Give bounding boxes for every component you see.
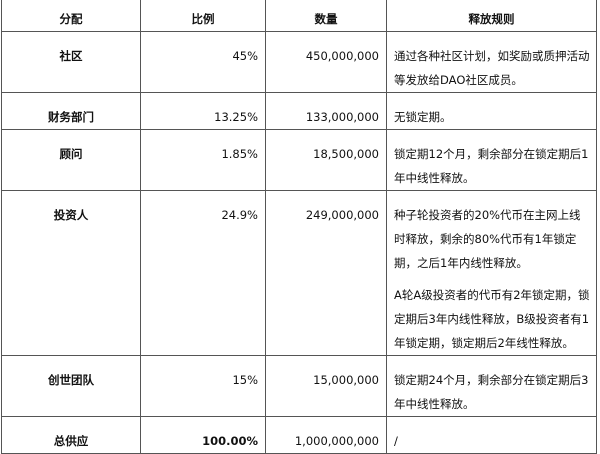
allocation-cell-text: 财务部门 — [48, 110, 94, 124]
allocation-cell: 投资人 — [1, 190, 141, 356]
table-row: 财务部门 13.25% 133,000,000 无锁定期。 — [1, 92, 597, 130]
rule-paragraph: 种子轮投资者的20%代币在主网上线 时释放，剩余的80%代币有1年锁定 期，之后1年… — [394, 203, 589, 275]
release-rule-cell: 种子轮投资者的20%代币在主网上线 时释放，剩余的80%代币有1年锁定 期，之后1年… — [386, 190, 597, 356]
rule-line: / — [394, 434, 398, 448]
ratio-cell-text: 1.85% — [221, 147, 258, 161]
ratio-cell-text: 45% — [232, 49, 258, 63]
amount-cell-text: 450,000,000 — [305, 49, 379, 63]
rule-line: 年中线性释放。 — [394, 397, 475, 411]
rule-line: 定期后3年内线性释放，B级投资者有1 — [394, 312, 590, 326]
rule-paragraph: / — [394, 429, 589, 453]
ratio-cell: 24.9% — [140, 190, 266, 356]
release-rule-cell: 锁定期24个月，剩余部分在锁定期后3 年中线性释放。 — [386, 355, 597, 417]
allocation-cell-text: 社区 — [59, 49, 83, 63]
rule-paragraph: A轮A级投资者的代币有2年锁定期，锁 定期后3年内线性释放，B级投资者有1 年锁定期… — [394, 283, 590, 355]
amount-cell-text: 18,500,000 — [313, 147, 379, 161]
allocation-cell-text: 创世团队 — [48, 373, 94, 387]
table-row: 社区 45% 450,000,000 通过各种社区计划，如奖励或质押活动 等发放给DAO… — [1, 31, 597, 93]
ratio-cell-text: 13.25% — [214, 110, 258, 124]
allocation-cell: 创世团队 — [1, 355, 141, 417]
allocation-cell-text: 顾问 — [59, 147, 83, 161]
table-row: 创世团队 15% 15,000,000 锁定期24个月，剩余部分在锁定期后3 年中线性释… — [1, 355, 597, 417]
allocation-cell-text: 总供应 — [53, 434, 89, 448]
release-rule-cell: 通过各种社区计划，如奖励或质押活动 等发放给DAO社区成员。 — [386, 31, 597, 93]
ratio-cell-text: 15% — [232, 373, 258, 387]
amount-cell: 18,500,000 — [265, 129, 387, 191]
header-ratio: 比例 — [140, 0, 266, 32]
rule-line: 种子轮投资者的20%代币在主网上线 — [394, 208, 581, 222]
table-row: 顾问 1.85% 18,500,000 锁定期12个月，剩余部分在锁定期后1 年中线性释… — [1, 129, 597, 191]
ratio-cell: 100.00% — [140, 416, 266, 454]
ratio-cell: 1.85% — [140, 129, 266, 191]
release-rule-cell: 无锁定期。 — [386, 92, 597, 130]
release-rule-cell: / — [386, 416, 597, 454]
header-label: 分配 — [59, 12, 83, 26]
ratio-cell-text: 24.9% — [221, 208, 258, 222]
allocation-cell: 社区 — [1, 31, 141, 93]
header-label: 比例 — [191, 12, 215, 26]
rule-line: 年中线性释放。 — [394, 171, 475, 185]
rule-line: 锁定期24个月，剩余部分在锁定期后3 — [394, 373, 589, 387]
rule-line: 通过各种社区计划，如奖励或质押活动 — [394, 49, 590, 63]
amount-cell: 249,000,000 — [265, 190, 387, 356]
rule-line: 等发放给DAO社区成员。 — [394, 73, 523, 87]
ratio-cell: 15% — [140, 355, 266, 417]
ratio-cell: 45% — [140, 31, 266, 93]
rule-line: 无锁定期。 — [394, 110, 452, 124]
amount-cell-text: 1,000,000,000 — [294, 434, 379, 448]
allocation-cell: 财务部门 — [1, 92, 141, 130]
rule-paragraph: 无锁定期。 — [394, 105, 589, 129]
rule-line: 锁定期12个月，剩余部分在锁定期后1 — [394, 147, 589, 161]
amount-cell: 1,000,000,000 — [265, 416, 387, 454]
header-amount: 数量 — [265, 0, 387, 32]
amount-cell: 15,000,000 — [265, 355, 387, 417]
amount-cell-text: 249,000,000 — [305, 208, 379, 222]
header-label: 释放规则 — [468, 12, 515, 26]
table-row: 总供应 100.00% 1,000,000,000 / — [1, 416, 597, 454]
header-allocation: 分配 — [1, 0, 141, 32]
amount-cell: 450,000,000 — [265, 31, 387, 93]
rule-line: 年锁定期，锁定期后2年线性释放。 — [394, 336, 574, 350]
ratio-cell-text: 100.00% — [202, 434, 258, 448]
allocation-cell: 顾问 — [1, 129, 141, 191]
amount-cell: 133,000,000 — [265, 92, 387, 130]
rule-paragraph: 通过各种社区计划，如奖励或质押活动 等发放给DAO社区成员。 — [394, 44, 590, 92]
header-label: 数量 — [314, 12, 338, 26]
table-header-row: 分配 比例 数量 释放规则 — [1, 0, 597, 32]
amount-cell-text: 15,000,000 — [313, 373, 379, 387]
rule-paragraph: 锁定期12个月，剩余部分在锁定期后1 年中线性释放。 — [394, 142, 589, 190]
rule-line: 时释放，剩余的80%代币有1年锁定 — [394, 232, 577, 246]
table-row: 投资人 24.9% 249,000,000 种子轮投资者的20%代币在主网上线 时释放，… — [1, 190, 597, 356]
allocation-cell-text: 投资人 — [53, 208, 89, 222]
rule-line: 期，之后1年内线性释放。 — [394, 256, 528, 270]
allocation-cell: 总供应 — [1, 416, 141, 454]
rule-paragraph: 锁定期24个月，剩余部分在锁定期后3 年中线性释放。 — [394, 368, 589, 416]
amount-cell-text: 133,000,000 — [305, 110, 379, 124]
rule-line: A轮A级投资者的代币有2年锁定期，锁 — [394, 288, 590, 302]
ratio-cell: 13.25% — [140, 92, 266, 130]
release-rule-cell: 锁定期12个月，剩余部分在锁定期后1 年中线性释放。 — [386, 129, 597, 191]
header-release-rule: 释放规则 — [386, 0, 597, 32]
